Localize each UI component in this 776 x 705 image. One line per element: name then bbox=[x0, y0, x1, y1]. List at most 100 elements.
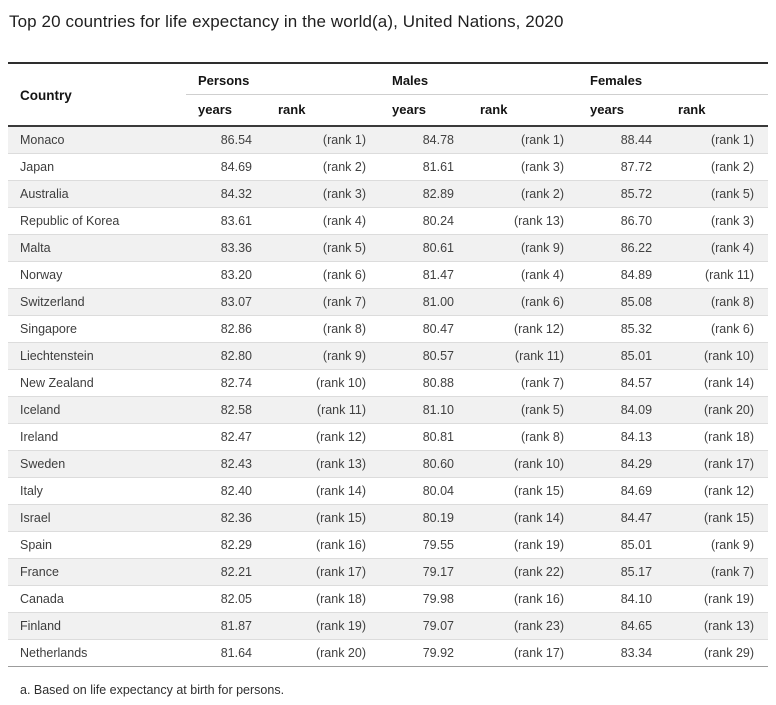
value-cell: 80.57 bbox=[380, 342, 468, 370]
country-cell: Sweden bbox=[8, 450, 186, 478]
value-cell: 86.22 bbox=[578, 234, 667, 262]
value-cell: (rank 19) bbox=[666, 585, 769, 613]
value-cell: (rank 10) bbox=[266, 369, 380, 397]
value-cell: (rank 17) bbox=[468, 639, 579, 667]
table-row: Netherlands 81.64 (rank 20) 79.92 (rank 17) 8… bbox=[8, 639, 769, 667]
column-group-persons: Persons bbox=[186, 62, 380, 95]
table-row: Spain 82.29 (rank 16) 79.55 (rank 19) 85.01 (r… bbox=[8, 531, 769, 559]
value-cell: (rank 23) bbox=[468, 612, 579, 640]
value-cell: (rank 4) bbox=[666, 234, 769, 262]
value-cell: (rank 11) bbox=[666, 261, 769, 289]
value-cell: (rank 7) bbox=[266, 288, 380, 316]
value-cell: (rank 17) bbox=[266, 558, 380, 586]
value-cell: 82.40 bbox=[186, 477, 266, 505]
value-cell: 80.60 bbox=[380, 450, 468, 478]
value-cell: (rank 3) bbox=[266, 180, 380, 208]
value-cell: 79.07 bbox=[380, 612, 468, 640]
value-cell: (rank 11) bbox=[266, 396, 380, 424]
column-header-persons-years: years bbox=[186, 94, 266, 127]
value-cell: 88.44 bbox=[578, 126, 667, 154]
value-cell: 86.54 bbox=[186, 126, 266, 154]
country-cell: Monaco bbox=[8, 126, 186, 154]
column-header-country: Country bbox=[8, 62, 186, 127]
value-cell: 79.55 bbox=[380, 531, 468, 559]
value-cell: 81.00 bbox=[380, 288, 468, 316]
value-cell: 85.08 bbox=[578, 288, 667, 316]
value-cell: (rank 16) bbox=[468, 585, 579, 613]
value-cell: 80.19 bbox=[380, 504, 468, 532]
value-cell: 80.88 bbox=[380, 369, 468, 397]
value-cell: 79.92 bbox=[380, 639, 468, 667]
value-cell: 82.36 bbox=[186, 504, 266, 532]
table-header-group-row: Country Persons Males Females bbox=[8, 62, 769, 127]
value-cell: 80.81 bbox=[380, 423, 468, 451]
table-row: France 82.21 (rank 17) 79.17 (rank 22) 85.17(… bbox=[8, 558, 769, 586]
value-cell: 80.61 bbox=[380, 234, 468, 262]
value-cell: (rank 10) bbox=[468, 450, 579, 478]
table-row: Malta 83.36 (rank 5) 80.61 (rank 9) 86.22 (ran… bbox=[8, 234, 769, 262]
table-row: New Zealand 82.74 (rank 10) 80.88 (rank 7) 84… bbox=[8, 369, 769, 397]
table-row: Israel 82.36 (rank 15) 80.19 (rank 14) 84.47(… bbox=[8, 504, 769, 532]
value-cell: (rank 12) bbox=[266, 423, 380, 451]
value-cell: 82.29 bbox=[186, 531, 266, 559]
value-cell: 82.86 bbox=[186, 315, 266, 343]
value-cell: (rank 5) bbox=[468, 396, 579, 424]
value-cell: (rank 9) bbox=[468, 234, 579, 262]
value-cell: (rank 4) bbox=[468, 261, 579, 289]
value-cell: 82.58 bbox=[186, 396, 266, 424]
value-cell: 84.10 bbox=[578, 585, 667, 613]
value-cell: (rank 10) bbox=[666, 342, 769, 370]
country-cell: Spain bbox=[8, 531, 186, 559]
value-cell: (rank 20) bbox=[266, 639, 380, 667]
value-cell: 81.87 bbox=[186, 612, 266, 640]
value-cell: 85.01 bbox=[578, 531, 667, 559]
country-cell: Italy bbox=[8, 477, 186, 505]
value-cell: 85.17 bbox=[578, 558, 667, 586]
value-cell: 81.47 bbox=[380, 261, 468, 289]
value-cell: 84.69 bbox=[186, 153, 266, 181]
value-cell: 81.64 bbox=[186, 639, 266, 667]
value-cell: (rank 15) bbox=[468, 477, 579, 505]
value-cell: (rank 12) bbox=[666, 477, 769, 505]
value-cell: 82.89 bbox=[380, 180, 468, 208]
country-cell: Netherlands bbox=[8, 639, 186, 667]
value-cell: (rank 8) bbox=[266, 315, 380, 343]
value-cell: 87.72 bbox=[578, 153, 667, 181]
value-cell: (rank 2) bbox=[666, 153, 769, 181]
table-row: Ireland 82.47 (rank 12) 80.81 (rank 8) 84.13(… bbox=[8, 423, 769, 451]
value-cell: 80.47 bbox=[380, 315, 468, 343]
table-row: Sweden 82.43 (rank 13) 80.60 (rank 10) 84.29(… bbox=[8, 450, 769, 478]
value-cell: (rank 13) bbox=[266, 450, 380, 478]
value-cell: (rank 2) bbox=[468, 180, 579, 208]
table-header-sub-row: years rank years rank years rank bbox=[8, 94, 769, 127]
country-cell: Iceland bbox=[8, 396, 186, 424]
country-cell: Ireland bbox=[8, 423, 186, 451]
value-cell: 80.04 bbox=[380, 477, 468, 505]
value-cell: 82.21 bbox=[186, 558, 266, 586]
value-cell: (rank 8) bbox=[468, 423, 579, 451]
column-header-persons-rank: rank bbox=[266, 94, 380, 127]
value-cell: (rank 11) bbox=[468, 342, 579, 370]
value-cell: 83.36 bbox=[186, 234, 266, 262]
value-cell: 84.13 bbox=[578, 423, 667, 451]
country-cell: Switzerland bbox=[8, 288, 186, 316]
table-row: Monaco 86.54 (rank 1) 84.78 (rank 1) 88.44 (ra… bbox=[8, 126, 769, 154]
value-cell: (rank 4) bbox=[266, 207, 380, 235]
country-cell: New Zealand bbox=[8, 369, 186, 397]
value-cell: (rank 2) bbox=[266, 153, 380, 181]
column-group-males: Males bbox=[380, 62, 579, 95]
column-header-females-years: years bbox=[578, 94, 667, 127]
value-cell: 82.80 bbox=[186, 342, 266, 370]
table-row: Japan 84.69 (rank 2) 81.61 (rank 3) 87.72 (ran… bbox=[8, 153, 769, 181]
table-row: Norway 83.20 (rank 6) 81.47 (rank 4) 84.89 (ra… bbox=[8, 261, 769, 289]
value-cell: 81.10 bbox=[380, 396, 468, 424]
value-cell: (rank 8) bbox=[666, 288, 769, 316]
value-cell: (rank 14) bbox=[468, 504, 579, 532]
column-header-males-years: years bbox=[380, 94, 468, 127]
table-row: Italy 82.40 (rank 14) 80.04 (rank 15) 84.69 (r… bbox=[8, 477, 769, 505]
value-cell: 83.07 bbox=[186, 288, 266, 316]
value-cell: 79.98 bbox=[380, 585, 468, 613]
value-cell: (rank 13) bbox=[666, 612, 769, 640]
country-cell: Japan bbox=[8, 153, 186, 181]
value-cell: (rank 6) bbox=[266, 261, 380, 289]
